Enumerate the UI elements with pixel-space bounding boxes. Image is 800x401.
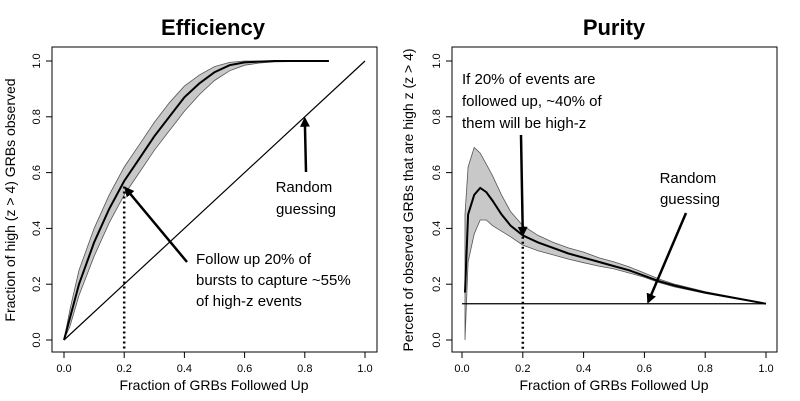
purity-title: Purity — [583, 15, 646, 40]
purity-random-annotation: Random guessing — [660, 170, 721, 208]
annotation-arrow — [299, 116, 310, 173]
model-curve — [464, 186, 767, 305]
x-tick-label: 0.4 — [177, 363, 192, 375]
efficiency-x-ticks: 0.0 0.2 0.4 0.6 0.8 1.0 — [56, 352, 373, 375]
y-tick-label: 0.4 — [431, 221, 443, 236]
efficiency-followup-annotation: Follow up 20% of bursts to capture ~55% … — [196, 251, 355, 310]
annotation-arrow — [124, 186, 188, 263]
efficiency-y-label: Fraction of high (z > 4) GRBs observed — [2, 78, 18, 321]
efficiency-random-line-1: Random — [276, 179, 333, 196]
x-tick-label: 0.8 — [297, 363, 312, 375]
purity-random-line-2: guessing — [660, 191, 720, 208]
y-tick-label: 0.4 — [31, 221, 43, 236]
x-tick-label: 1.0 — [357, 363, 372, 375]
x-tick-label: 0.0 — [56, 363, 71, 375]
x-tick-label: 0.8 — [698, 363, 713, 375]
y-tick-label: 1.0 — [31, 53, 43, 68]
purity-followup-annotation: If 20% of events are followed up, ~40% o… — [462, 71, 606, 132]
efficiency-followup-line-2: bursts to capture ~55% — [196, 272, 351, 289]
efficiency-x-label: Fraction of GRBs Followed Up — [119, 377, 308, 393]
efficiency-followup-line-3: of high-z events — [196, 293, 302, 310]
purity-followup-line-3: them will be high-z — [462, 115, 586, 132]
x-tick-label: 0.2 — [117, 363, 132, 375]
x-tick-label: 0.0 — [454, 363, 469, 375]
y-tick-label: 0.2 — [431, 277, 443, 292]
purity-y-ticks: 0.0 0.2 0.4 0.6 0.8 1.0 — [431, 53, 452, 348]
efficiency-plot-frame — [51, 46, 378, 353]
purity-y-label: Percent of observed GRBs that are high z… — [400, 48, 416, 351]
y-tick-label: 0.6 — [431, 165, 443, 180]
purity-followup-line-1: If 20% of events are — [462, 71, 595, 88]
y-tick-label: 0.8 — [431, 109, 443, 124]
x-tick-label: 0.6 — [637, 363, 652, 375]
y-tick-label: 0.0 — [431, 332, 443, 347]
efficiency-plot-area — [63, 60, 366, 352]
efficiency-title: Efficiency — [161, 15, 266, 40]
efficiency-random-line-2: guessing — [276, 201, 336, 218]
annotation-arrow — [517, 134, 528, 237]
purity-plot-frame — [451, 46, 778, 353]
purity-x-label: Fraction of GRBs Followed Up — [519, 377, 708, 393]
y-tick-label: 0.6 — [31, 165, 43, 180]
purity-random-line-1: Random — [660, 170, 717, 187]
purity-followup-line-2: followed up, ~40% of — [462, 93, 603, 110]
purity-panel: Purity 0.0 0.2 0.4 0.6 0.8 1.0 0.00.20.40.60.… — [400, 15, 778, 393]
efficiency-panel: Efficiency 0.0 0.2 0.4 0.6 0.8 1.0 0.00.20.40… — [2, 15, 378, 393]
y-tick-label: 0.8 — [31, 109, 43, 124]
x-tick-label: 0.4 — [576, 363, 591, 375]
purity-x-ticks: 0.0 0.2 0.4 0.6 0.8 1.0 — [454, 352, 774, 375]
annotation-arrow — [646, 212, 688, 304]
model-curve — [63, 60, 329, 341]
efficiency-y-ticks: 0.0 0.2 0.4 0.6 0.8 1.0 — [31, 53, 52, 348]
efficiency-random-annotation: Random guessing — [276, 179, 337, 218]
y-tick-label: 0.0 — [31, 332, 43, 347]
y-tick-label: 1.0 — [431, 53, 443, 68]
random-guessing-line — [63, 60, 366, 341]
x-tick-label: 0.2 — [515, 363, 530, 375]
x-tick-label: 0.6 — [237, 363, 252, 375]
x-tick-label: 1.0 — [758, 363, 773, 375]
efficiency-followup-line-1: Follow up 20% of — [196, 251, 312, 268]
y-tick-label: 0.2 — [31, 277, 43, 292]
confidence-band — [464, 146, 767, 341]
purity-plot-area — [462, 134, 767, 352]
